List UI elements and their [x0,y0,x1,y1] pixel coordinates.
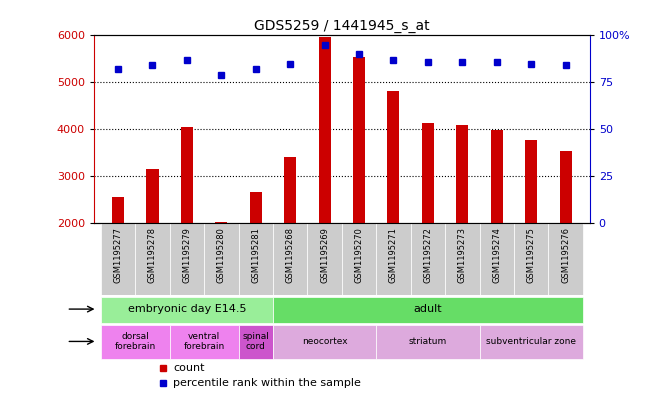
Text: GSM1195278: GSM1195278 [148,227,157,283]
FancyBboxPatch shape [445,223,480,295]
Text: striatum: striatum [409,337,447,346]
FancyBboxPatch shape [480,223,514,295]
Bar [422,123,434,223]
Bar [112,197,124,223]
Bar [249,192,262,223]
Text: dorsal
forebrain: dorsal forebrain [115,332,156,351]
Bar [353,57,365,223]
FancyBboxPatch shape [480,325,583,359]
FancyBboxPatch shape [170,223,204,295]
Text: GSM1195281: GSM1195281 [251,227,260,283]
Text: GSM1195279: GSM1195279 [182,227,191,283]
FancyBboxPatch shape [376,325,480,359]
Text: subventricular zone: subventricular zone [486,337,576,346]
Bar [284,157,296,223]
FancyBboxPatch shape [135,223,170,295]
Text: GSM1195268: GSM1195268 [286,227,295,283]
FancyBboxPatch shape [170,325,238,359]
Text: spinal
cord: spinal cord [242,332,269,351]
Bar [181,127,193,223]
Text: embryonic day E14.5: embryonic day E14.5 [128,304,246,314]
FancyBboxPatch shape [238,325,273,359]
Text: GSM1195275: GSM1195275 [527,227,536,283]
FancyBboxPatch shape [204,223,238,295]
Text: GSM1195272: GSM1195272 [423,227,432,283]
FancyBboxPatch shape [273,297,583,323]
Bar [388,91,399,223]
Bar [560,151,572,223]
FancyBboxPatch shape [548,223,583,295]
Text: GSM1195277: GSM1195277 [113,227,122,283]
Text: neocortex: neocortex [302,337,347,346]
Text: GSM1195271: GSM1195271 [389,227,398,283]
FancyBboxPatch shape [273,325,376,359]
FancyBboxPatch shape [411,223,445,295]
FancyBboxPatch shape [101,325,170,359]
FancyBboxPatch shape [101,223,135,295]
Title: GDS5259 / 1441945_s_at: GDS5259 / 1441945_s_at [254,19,430,33]
FancyBboxPatch shape [342,223,376,295]
FancyBboxPatch shape [273,223,307,295]
Bar [215,222,227,223]
Text: count: count [173,363,205,373]
Bar [525,140,537,223]
FancyBboxPatch shape [101,297,273,323]
Bar [146,169,159,223]
Text: GSM1195274: GSM1195274 [492,227,502,283]
FancyBboxPatch shape [514,223,548,295]
Text: GSM1195276: GSM1195276 [561,227,570,283]
FancyBboxPatch shape [376,223,411,295]
Bar [319,37,330,223]
FancyBboxPatch shape [307,223,342,295]
Text: GSM1195280: GSM1195280 [217,227,226,283]
Text: GSM1195270: GSM1195270 [354,227,364,283]
Text: adult: adult [413,304,442,314]
Text: GSM1195273: GSM1195273 [457,227,467,283]
Bar [491,130,503,223]
FancyBboxPatch shape [238,223,273,295]
Bar [456,125,469,223]
Text: percentile rank within the sample: percentile rank within the sample [173,378,361,388]
Text: ventral
forebrain: ventral forebrain [183,332,225,351]
Text: GSM1195269: GSM1195269 [320,227,329,283]
